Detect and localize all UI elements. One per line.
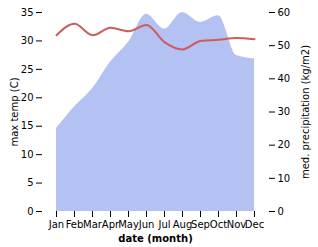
svg-text:Oct: Oct: [210, 219, 227, 230]
svg-text:Jun: Jun: [138, 219, 155, 230]
svg-text:date (month): date (month): [118, 233, 192, 244]
svg-text:35: 35: [21, 7, 34, 18]
svg-text:Nov: Nov: [227, 219, 247, 230]
svg-text:10: 10: [278, 173, 291, 184]
svg-text:25: 25: [21, 64, 34, 75]
svg-text:60: 60: [278, 7, 291, 18]
svg-text:Mar: Mar: [83, 219, 103, 230]
svg-text:Sep: Sep: [191, 219, 210, 230]
svg-text:Feb: Feb: [66, 219, 84, 230]
svg-text:Jan: Jan: [48, 219, 64, 230]
svg-text:20: 20: [21, 92, 34, 103]
svg-text:10: 10: [21, 149, 34, 160]
svg-text:0: 0: [27, 206, 33, 217]
svg-text:30: 30: [21, 35, 34, 46]
svg-text:50: 50: [278, 40, 291, 51]
svg-text:5: 5: [27, 177, 33, 188]
svg-text:May: May: [118, 219, 139, 230]
svg-text:30: 30: [278, 106, 291, 117]
svg-text:0: 0: [278, 206, 284, 217]
svg-text:Aug: Aug: [173, 219, 193, 230]
svg-text:Apr: Apr: [101, 218, 120, 230]
svg-text:Jul: Jul: [157, 219, 170, 230]
svg-text:max temp (C): max temp (C): [9, 77, 20, 146]
svg-text:med. precipitation (kg/m2): med. precipitation (kg/m2): [300, 45, 311, 179]
svg-text:Dec: Dec: [245, 219, 264, 230]
svg-text:20: 20: [278, 139, 291, 150]
svg-text:15: 15: [21, 120, 34, 131]
svg-text:40: 40: [278, 73, 291, 84]
